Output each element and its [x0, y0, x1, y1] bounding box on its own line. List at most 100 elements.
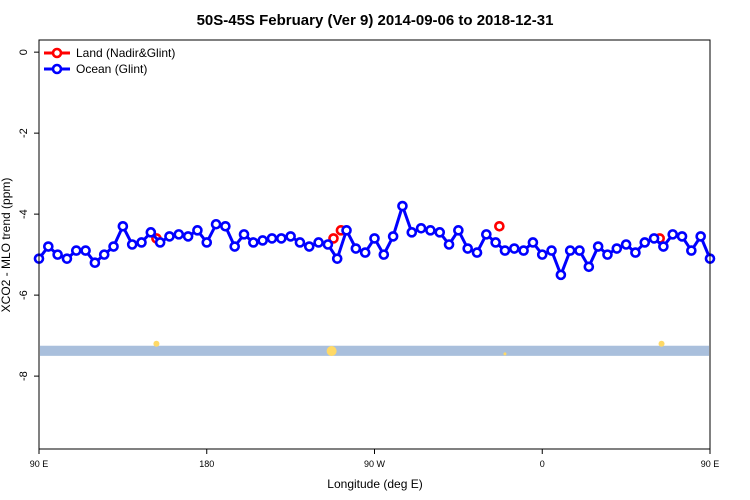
x-tick-label-0: 90 E [30, 459, 49, 469]
point-1-7 [98, 249, 110, 260]
point-1-66 [648, 233, 660, 244]
point-1-56 [555, 269, 567, 281]
point-1-38 [387, 231, 399, 242]
point-1-2 [52, 249, 63, 260]
band-rect [40, 345, 709, 356]
land-marker-3 [658, 340, 665, 347]
y-tick-label-3: -6 [18, 290, 30, 300]
chart-title: 50S-45S February (Ver 9) 2014-09-06 to 2… [197, 12, 554, 29]
point-1-15 [173, 229, 185, 240]
y-tick-label-0: 0 [18, 49, 30, 55]
point-1-20 [220, 220, 231, 232]
point-1-47 [471, 247, 483, 258]
point-1-51 [508, 243, 520, 254]
point-1-41 [415, 223, 427, 234]
point-1-64 [630, 247, 641, 258]
point-1-69 [676, 231, 688, 242]
point-1-61 [602, 249, 613, 260]
point-1-65 [639, 237, 651, 248]
point-1-37 [378, 249, 390, 260]
point-1-33 [341, 225, 352, 236]
point-1-28 [294, 237, 306, 248]
point-1-43 [434, 227, 446, 238]
legend: Land (Nadir&Glint) Ocean (Glint) [44, 46, 175, 76]
y-tick-label-4: -8 [18, 371, 30, 381]
land-marker-0 [153, 340, 160, 347]
point-1-34 [350, 243, 362, 254]
point-1-24 [257, 235, 268, 246]
point-1-49 [490, 237, 501, 248]
point-0-3 [494, 220, 505, 232]
series-1 [33, 200, 716, 281]
point-1-16 [182, 231, 194, 242]
point-1-4 [70, 245, 82, 256]
x-axis: 90 E 180 90 W 0 90 E [30, 449, 720, 469]
point-1-60 [592, 241, 604, 252]
point-1-67 [658, 241, 669, 252]
point-1-63 [620, 239, 632, 250]
point-1-12 [145, 227, 157, 238]
point-1-62 [611, 243, 623, 254]
point-1-18 [201, 237, 213, 248]
land-markers [153, 340, 665, 357]
point-1-70 [686, 245, 697, 256]
point-1-48 [481, 229, 492, 240]
point-1-36 [369, 233, 380, 244]
point-1-39 [397, 200, 408, 212]
point-1-10 [126, 239, 138, 250]
x-tick-label-1: 180 [199, 459, 214, 469]
point-1-32 [331, 253, 343, 264]
point-1-55 [546, 245, 557, 256]
point-1-5 [80, 245, 91, 256]
series-layer [33, 200, 716, 281]
point-1-58 [574, 245, 585, 256]
point-1-30 [313, 237, 324, 248]
point-1-3 [61, 253, 73, 264]
x-tick-label-3: 0 [540, 459, 545, 469]
point-1-31 [322, 239, 334, 250]
point-1-1 [43, 241, 54, 252]
legend-marker-0 [51, 47, 63, 59]
y-axis-label: XCO2 - MLO trend (ppm) [0, 178, 13, 313]
point-1-8 [108, 241, 119, 252]
point-1-11 [136, 237, 147, 248]
x-tick-label-2: 90 W [364, 459, 386, 469]
legend-marker-1 [51, 63, 63, 75]
point-1-29 [303, 241, 315, 252]
point-1-26 [276, 233, 287, 244]
point-1-35 [359, 247, 371, 258]
y-axis: 0 -2 -4 -6 -8 [18, 49, 39, 381]
x-tick-label-4: 90 E [701, 459, 720, 469]
y-tick-label-1: -2 [18, 128, 30, 138]
point-1-59 [583, 261, 595, 273]
point-1-23 [248, 237, 259, 248]
point-1-40 [406, 227, 418, 238]
point-1-19 [210, 218, 222, 230]
point-1-17 [192, 225, 203, 236]
point-1-9 [117, 220, 129, 232]
point-1-57 [564, 245, 576, 256]
y-tick-label-2: -4 [18, 209, 30, 219]
land-marker-2 [503, 352, 507, 356]
point-1-42 [425, 225, 436, 236]
point-1-46 [462, 243, 473, 254]
point-1-13 [154, 237, 166, 248]
legend-label-0: Land (Nadir&Glint) [76, 46, 175, 60]
point-1-25 [266, 233, 278, 244]
point-0-1 [328, 233, 339, 244]
x-axis-label: Longitude (deg E) [327, 477, 422, 491]
point-1-71 [695, 231, 706, 242]
point-1-53 [527, 237, 539, 248]
point-1-27 [285, 231, 296, 242]
land-marker-1 [326, 346, 337, 357]
point-1-54 [536, 249, 548, 260]
point-1-44 [443, 239, 455, 250]
point-1-45 [453, 225, 464, 236]
point-1-14 [164, 231, 175, 242]
legend-label-1: Ocean (Glint) [76, 62, 147, 76]
surface-band [40, 345, 709, 356]
point-1-22 [238, 229, 250, 240]
point-1-68 [667, 229, 679, 240]
point-1-21 [229, 241, 241, 252]
